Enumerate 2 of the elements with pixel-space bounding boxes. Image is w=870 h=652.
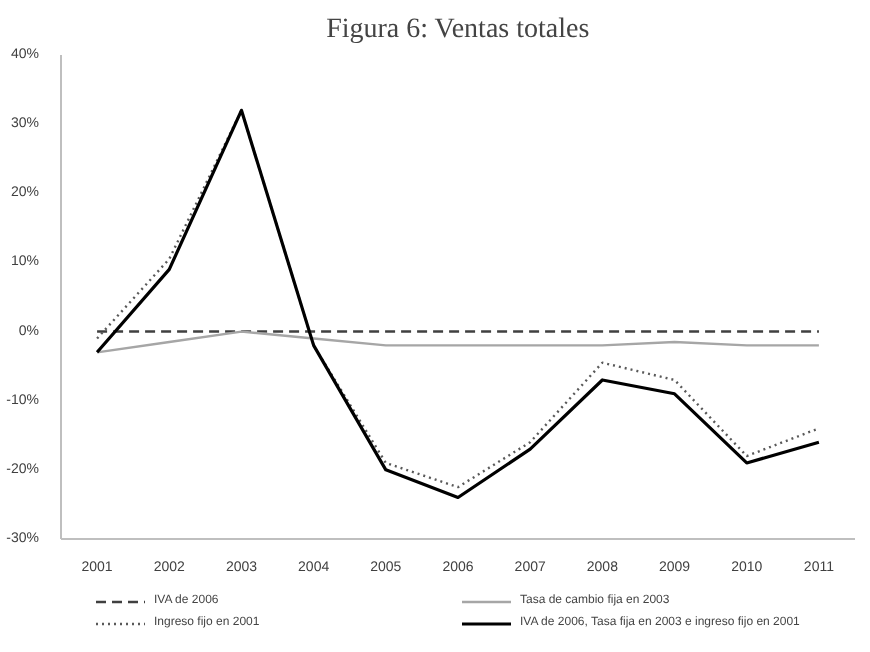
chart-title: Figura 6: Ventas totales bbox=[326, 15, 590, 45]
line-series bbox=[95, 330, 821, 354]
